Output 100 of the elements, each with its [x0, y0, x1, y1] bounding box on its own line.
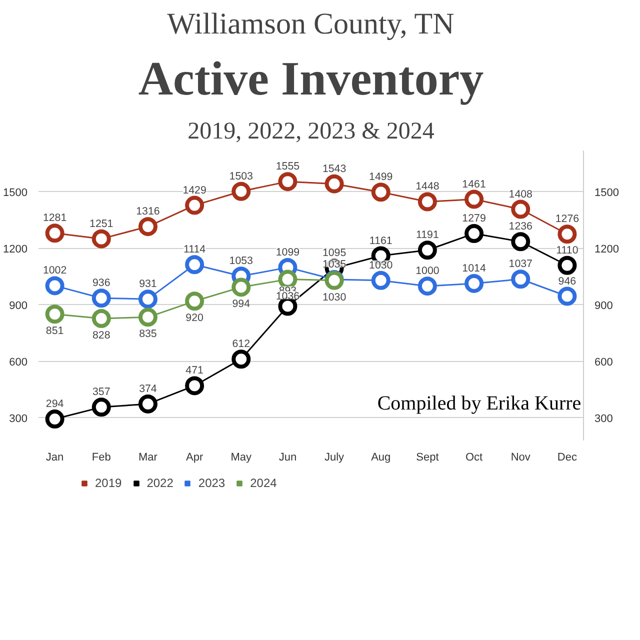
y2-tick-label: 300 — [594, 412, 613, 425]
y-tick-label: 300 — [9, 412, 28, 425]
point — [45, 304, 64, 324]
point — [185, 376, 204, 396]
x-tick-label: Nov — [510, 452, 531, 464]
x-tick-label: Oct — [465, 452, 483, 464]
data-label: 1543 — [322, 162, 346, 175]
y2-tick-label: 1500 — [594, 186, 619, 199]
data-label: 357 — [92, 386, 110, 398]
data-label: 1110 — [556, 244, 578, 256]
data-label: 1114 — [183, 244, 206, 256]
data-label: 1030 — [369, 259, 393, 272]
data-label: 1503 — [229, 170, 254, 182]
point — [92, 229, 111, 248]
data-label: 1095 — [322, 247, 346, 260]
y-tick-label: 1200 — [3, 243, 28, 256]
x-tick-label: Dec — [557, 452, 578, 464]
point — [558, 286, 577, 306]
point — [232, 350, 251, 369]
data-label: 851 — [46, 325, 64, 338]
annotation: Compiled by Erika Kurre — [377, 392, 582, 414]
data-label: 1191 — [416, 229, 439, 242]
x-tick-label: Mar — [138, 452, 158, 464]
data-label: 1014 — [462, 262, 486, 274]
point — [418, 240, 437, 260]
legend-label: 2022 — [146, 476, 174, 490]
legend-label: 2023 — [198, 476, 226, 490]
x-tick-label: Feb — [92, 452, 111, 464]
data-label: 1030 — [322, 291, 346, 304]
data-label: 1000 — [416, 265, 440, 278]
point — [558, 224, 577, 244]
point — [232, 182, 251, 201]
point — [418, 192, 437, 212]
x-tick-label: Aug — [371, 452, 391, 464]
data-label: 612 — [232, 338, 250, 350]
data-label: 931 — [139, 278, 157, 290]
point — [45, 410, 64, 429]
point — [45, 276, 64, 296]
y2-tick-label: 600 — [594, 356, 613, 368]
point — [138, 308, 158, 327]
data-label: 1408 — [508, 188, 533, 200]
x-tick-label: Jan — [46, 452, 64, 464]
point — [418, 276, 437, 296]
legend-label: 2019 — [95, 476, 122, 490]
data-label: 936 — [92, 277, 110, 290]
point — [232, 278, 251, 297]
data-label: 1251 — [90, 218, 114, 230]
data-label: 828 — [92, 329, 110, 342]
data-label: 471 — [186, 364, 204, 377]
point — [185, 255, 204, 274]
data-label: 1236 — [508, 220, 533, 233]
point — [92, 398, 111, 417]
data-label: 1161 — [369, 234, 392, 247]
data-label: 1281 — [42, 212, 67, 224]
x-tick-label: Apr — [186, 452, 204, 464]
point — [138, 290, 158, 309]
y-tick-label: 1500 — [3, 186, 28, 199]
x-tick-label: Jun — [278, 452, 297, 464]
point — [138, 217, 158, 236]
point — [371, 270, 390, 290]
point — [371, 182, 390, 202]
data-label: 1099 — [276, 246, 300, 258]
point — [558, 256, 577, 275]
point — [464, 224, 484, 244]
data-label: 1555 — [276, 160, 300, 173]
y2-tick-label: 1200 — [594, 243, 619, 256]
data-label: 1035 — [322, 258, 346, 270]
x-tick-label: May — [230, 452, 252, 464]
x-tick-label: July — [324, 452, 345, 464]
text: Williamson County, TN — [167, 8, 454, 40]
chart-subtitle: 2019, 2022, 2023 & 2024 — [188, 118, 434, 144]
data-label: 374 — [139, 382, 157, 395]
data-label: 1037 — [508, 258, 533, 270]
y-tick-label: 900 — [9, 300, 28, 312]
data-label: 1429 — [182, 184, 206, 196]
point — [45, 224, 64, 243]
legend-label: 2024 — [250, 476, 277, 490]
data-label: 920 — [186, 312, 204, 324]
chart-title: Active Inventory — [138, 52, 484, 106]
data-label: 1499 — [369, 171, 393, 184]
point — [464, 274, 484, 293]
point — [511, 232, 530, 252]
data-label: 835 — [139, 328, 157, 340]
data-label: 1448 — [416, 180, 440, 193]
data-label: 994 — [232, 298, 250, 310]
point — [511, 270, 530, 289]
y-tick-label: 600 — [9, 356, 28, 368]
x-tick-label: Sept — [416, 452, 439, 464]
point — [464, 190, 484, 209]
data-label: 1053 — [229, 255, 254, 268]
data-label: 1461 — [462, 178, 486, 190]
point — [92, 308, 111, 328]
point — [185, 292, 204, 311]
data-label: 1316 — [136, 206, 160, 218]
data-label: 946 — [558, 275, 576, 288]
point — [185, 196, 204, 215]
data-label: 1276 — [555, 213, 580, 226]
y2-tick-label: 900 — [594, 300, 613, 312]
point — [138, 394, 158, 414]
data-label: 1002 — [42, 264, 67, 277]
